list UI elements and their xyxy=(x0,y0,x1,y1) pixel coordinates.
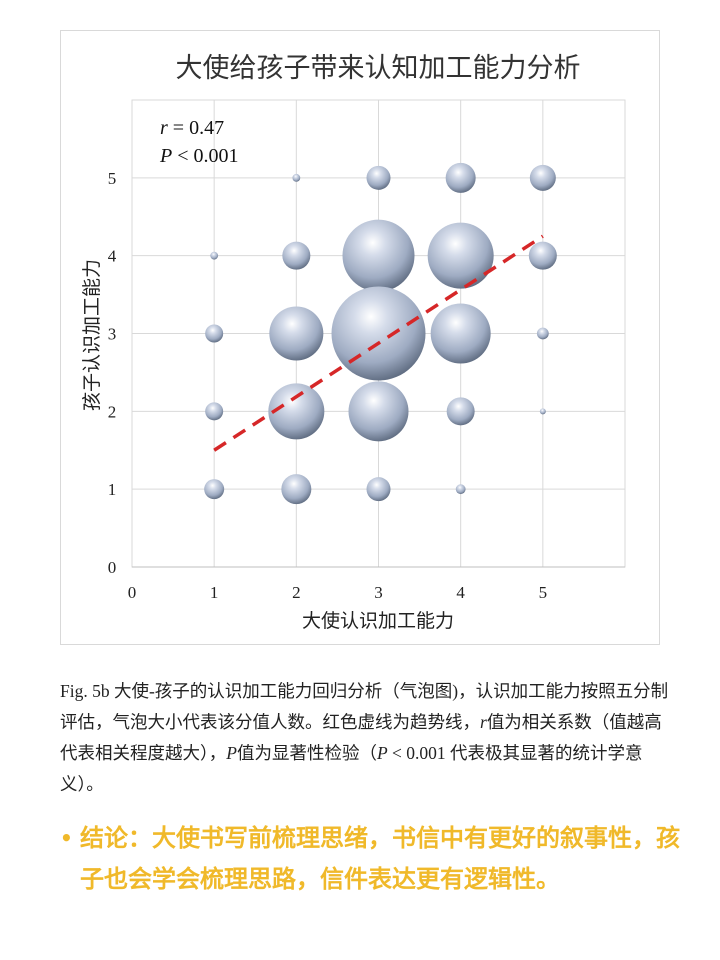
y-tick-label: 0 xyxy=(108,558,117,577)
y-tick-label: 5 xyxy=(108,169,117,188)
x-tick-label: 1 xyxy=(210,583,219,602)
p-annotation: P < 0.001 xyxy=(159,145,239,167)
bubble xyxy=(445,162,476,193)
y-tick-label: 3 xyxy=(108,325,117,344)
bubble xyxy=(210,251,219,260)
conclusion: • 结论：大使书写前梳理思绪，书信中有更好的叙事性，孩子也会学会梳理思路，信件表… xyxy=(60,818,680,900)
bubble xyxy=(268,383,325,440)
x-tick-label: 5 xyxy=(539,583,548,602)
x-tick-label: 4 xyxy=(456,583,465,602)
trendline xyxy=(213,234,544,452)
bubble xyxy=(427,222,494,289)
bubble xyxy=(204,479,225,500)
bubble xyxy=(282,241,311,270)
y-tick-label: 1 xyxy=(108,480,117,499)
bubble xyxy=(536,327,549,340)
x-axis-label: 大使认识加工能力 xyxy=(302,610,454,632)
bubble xyxy=(292,173,301,182)
bubble xyxy=(529,164,556,191)
conclusion-text: 结论：大使书写前梳理思绪，书信中有更好的叙事性，孩子也会学会梳理思路，信件表达更… xyxy=(80,824,680,893)
bubble xyxy=(348,381,409,442)
x-tick-label: 3 xyxy=(374,583,383,602)
bubble xyxy=(331,286,426,381)
bubble xyxy=(281,474,312,505)
y-axis-label: 孩子认识加工能力 xyxy=(81,259,103,411)
bubble xyxy=(446,397,475,426)
bubble xyxy=(455,484,466,495)
bubble xyxy=(205,402,224,421)
bullet-icon: • xyxy=(60,826,73,850)
bubble-chart: 大使给孩子带来认知加工能力分析 0 1 2 3 4 5 0 1 2 3 4 5 r = 0.47 P … xyxy=(81,53,626,632)
y-tick-label: 4 xyxy=(108,247,117,266)
x-tick-label: 2 xyxy=(292,583,301,602)
bubble xyxy=(528,241,557,270)
bubble xyxy=(366,165,391,190)
chart-title: 大使给孩子带来认知加工能力分析 xyxy=(176,53,581,83)
bubble xyxy=(539,408,546,415)
bubble xyxy=(269,306,324,361)
bubble xyxy=(430,303,491,364)
x-tick-label: 0 xyxy=(128,583,137,602)
bubble xyxy=(205,324,224,343)
figure-caption: Fig. 5b 大使-孩子的认识加工能力回归分析（气泡图)，认识加工能力按照五分… xyxy=(60,681,669,794)
chart-frame xyxy=(60,30,660,645)
y-tick-label: 2 xyxy=(108,402,117,421)
bubble xyxy=(342,219,415,292)
r-annotation: r = 0.47 xyxy=(160,117,224,139)
bubble xyxy=(366,477,391,502)
